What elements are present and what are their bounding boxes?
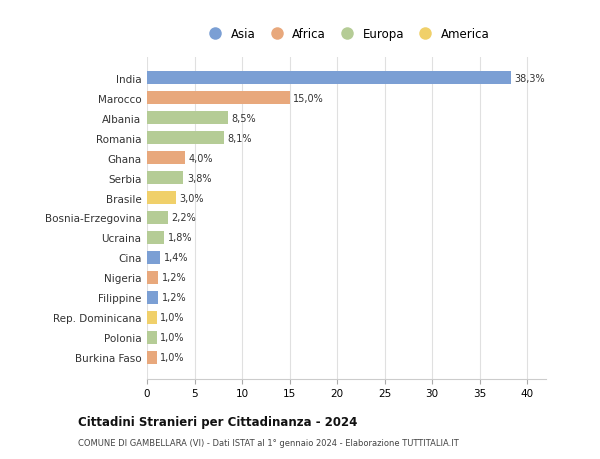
Text: 1,2%: 1,2%: [162, 273, 187, 283]
Text: 1,0%: 1,0%: [160, 353, 185, 363]
Text: 1,2%: 1,2%: [162, 293, 187, 303]
Text: 15,0%: 15,0%: [293, 94, 324, 103]
Bar: [147, 132, 224, 145]
Bar: [147, 152, 185, 165]
Text: 4,0%: 4,0%: [189, 153, 214, 163]
Text: 8,5%: 8,5%: [232, 113, 256, 123]
Text: 1,0%: 1,0%: [160, 313, 185, 323]
Bar: [147, 92, 290, 105]
Text: 3,8%: 3,8%: [187, 173, 211, 183]
Text: 8,1%: 8,1%: [228, 133, 252, 143]
Text: Cittadini Stranieri per Cittadinanza - 2024: Cittadini Stranieri per Cittadinanza - 2…: [78, 415, 358, 428]
Text: 1,4%: 1,4%: [164, 253, 188, 263]
Bar: [147, 271, 158, 284]
Bar: [147, 112, 228, 125]
Legend: Asia, Africa, Europa, America: Asia, Africa, Europa, America: [200, 25, 493, 45]
Bar: [147, 231, 164, 245]
Text: 1,8%: 1,8%: [168, 233, 193, 243]
Bar: [147, 331, 157, 344]
Text: 38,3%: 38,3%: [515, 73, 545, 84]
Bar: [147, 291, 158, 304]
Bar: [147, 252, 160, 264]
Text: 2,2%: 2,2%: [172, 213, 196, 223]
Bar: [147, 72, 511, 85]
Bar: [147, 311, 157, 324]
Bar: [147, 351, 157, 364]
Text: 1,0%: 1,0%: [160, 333, 185, 342]
Text: COMUNE DI GAMBELLARA (VI) - Dati ISTAT al 1° gennaio 2024 - Elaborazione TUTTITA: COMUNE DI GAMBELLARA (VI) - Dati ISTAT a…: [78, 438, 459, 448]
Text: 3,0%: 3,0%: [179, 193, 204, 203]
Bar: [147, 212, 168, 224]
Bar: [147, 191, 176, 205]
Bar: [147, 172, 183, 185]
